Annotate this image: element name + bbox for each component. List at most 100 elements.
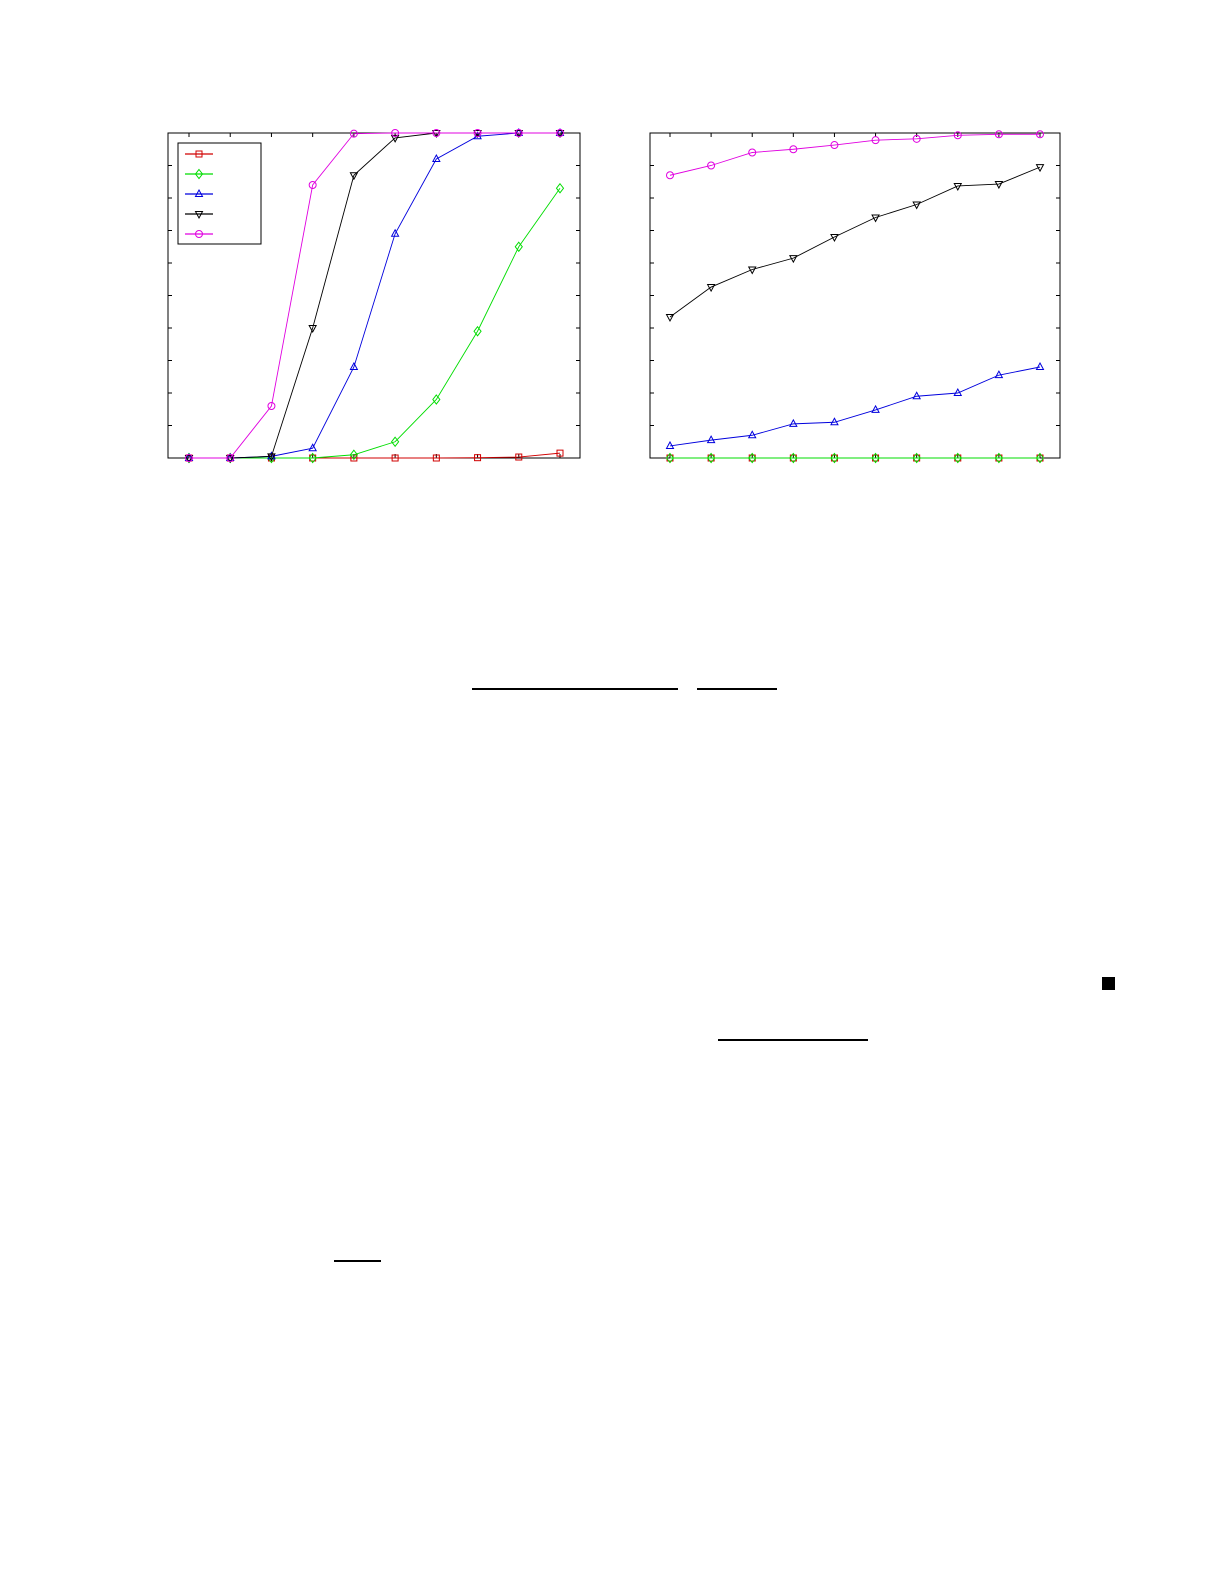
- circle-marker: [953, 131, 962, 140]
- triangle-up-marker: [1035, 361, 1045, 370]
- triangle-up-marker: [225, 452, 235, 461]
- square-marker: [195, 150, 203, 158]
- series-line: [669, 366, 1041, 447]
- triangle-down-marker: [514, 130, 524, 139]
- circle-marker: [707, 161, 716, 170]
- circle-marker: [789, 145, 798, 154]
- diamond-marker: [555, 182, 565, 194]
- circle-marker: [666, 171, 674, 180]
- triangle-up-marker: [555, 127, 565, 136]
- triangle-up-marker: [706, 435, 716, 444]
- triangle-up-marker: [431, 153, 441, 162]
- qed-square: [1102, 977, 1115, 990]
- triangle-down-marker: [431, 130, 441, 139]
- triangle-up-marker: [267, 451, 276, 460]
- triangle-up-marker: [994, 370, 1004, 379]
- chart-1: [167, 127, 581, 464]
- triangle-up-marker: [349, 361, 359, 370]
- triangle-down-marker: [788, 255, 798, 264]
- triangle-up-marker: [665, 440, 675, 449]
- diamond-marker: [514, 241, 523, 253]
- series-line: [189, 132, 560, 459]
- figure: [167, 127, 1061, 464]
- diamond-marker: [871, 452, 880, 464]
- diamond-marker: [748, 452, 757, 464]
- series-diamond: [665, 452, 1045, 464]
- triangle-down-marker: [994, 181, 1004, 190]
- triangle-up-marker: [194, 188, 204, 197]
- square-marker: [515, 453, 523, 461]
- fraction-bar: [718, 1039, 868, 1041]
- diamond-marker: [994, 452, 1004, 464]
- triangle-up-marker: [953, 387, 963, 396]
- triangle-down-marker: [1035, 164, 1045, 173]
- triangle-down-marker: [194, 211, 204, 220]
- circle-marker: [912, 134, 921, 143]
- circle-marker: [349, 129, 358, 138]
- diamond-marker: [789, 452, 798, 464]
- diamond-marker: [432, 394, 441, 405]
- circle-marker: [994, 130, 1003, 139]
- diamond-marker: [473, 325, 482, 337]
- fraction-bar: [334, 1260, 381, 1262]
- series-square: [185, 449, 564, 462]
- circle-marker: [432, 129, 441, 137]
- square-marker: [391, 454, 399, 462]
- square-marker: [474, 454, 482, 462]
- diamond-marker: [953, 452, 962, 464]
- diamond-marker: [830, 452, 839, 464]
- triangle-up-marker: [184, 452, 194, 461]
- diamond-marker: [390, 436, 400, 448]
- circle-marker: [185, 454, 193, 462]
- triangle-up-marker: [871, 404, 880, 413]
- series-line: [669, 166, 1041, 318]
- diamond-marker: [349, 449, 359, 461]
- circle-marker: [391, 129, 400, 137]
- triangle-up-marker: [514, 127, 524, 136]
- circle-marker: [748, 148, 757, 157]
- legend: [177, 142, 262, 245]
- series-triangle-up: [665, 361, 1045, 449]
- triangle-down-marker: [747, 266, 757, 275]
- triangle-down-marker: [184, 455, 194, 464]
- triangle-down-marker: [665, 313, 675, 323]
- diamond-marker: [912, 452, 921, 464]
- circle-marker: [514, 129, 523, 137]
- diamond-marker: [1035, 452, 1045, 464]
- series-line: [669, 133, 1040, 176]
- chart-2: [649, 130, 1061, 464]
- triangle-down-marker: [267, 453, 276, 462]
- diamond-marker: [308, 452, 317, 464]
- triangle-down-marker: [706, 284, 716, 293]
- circle-marker: [267, 402, 276, 410]
- triangle-down-marker: [390, 134, 400, 143]
- triangle-down-marker: [830, 234, 839, 243]
- diamond-marker: [194, 168, 204, 180]
- triangle-up-marker: [830, 417, 839, 426]
- circle-marker: [473, 129, 482, 137]
- square-marker: [432, 454, 440, 462]
- circle-marker: [226, 454, 235, 462]
- triangle-up-marker: [788, 418, 798, 427]
- series-circle: [185, 129, 564, 462]
- fraction-bar: [472, 688, 678, 690]
- fraction-bar: [697, 688, 777, 690]
- triangle-down-marker: [349, 172, 359, 181]
- triangle-down-marker: [953, 182, 963, 192]
- triangle-down-marker: [225, 455, 235, 464]
- triangle-down-marker: [308, 325, 318, 334]
- triangle-up-marker: [390, 228, 400, 237]
- circle-marker: [1036, 130, 1044, 139]
- circle-marker: [195, 230, 203, 238]
- circle-marker: [871, 136, 880, 145]
- diamond-marker: [665, 452, 675, 464]
- triangle-up-marker: [747, 430, 757, 439]
- circle-marker: [830, 141, 839, 150]
- square-marker: [556, 449, 564, 457]
- circle-marker: [308, 181, 317, 189]
- series-circle: [666, 130, 1044, 180]
- triangle-up-marker: [473, 131, 482, 140]
- series-triangle-down: [665, 164, 1045, 323]
- triangle-down-marker: [473, 130, 482, 139]
